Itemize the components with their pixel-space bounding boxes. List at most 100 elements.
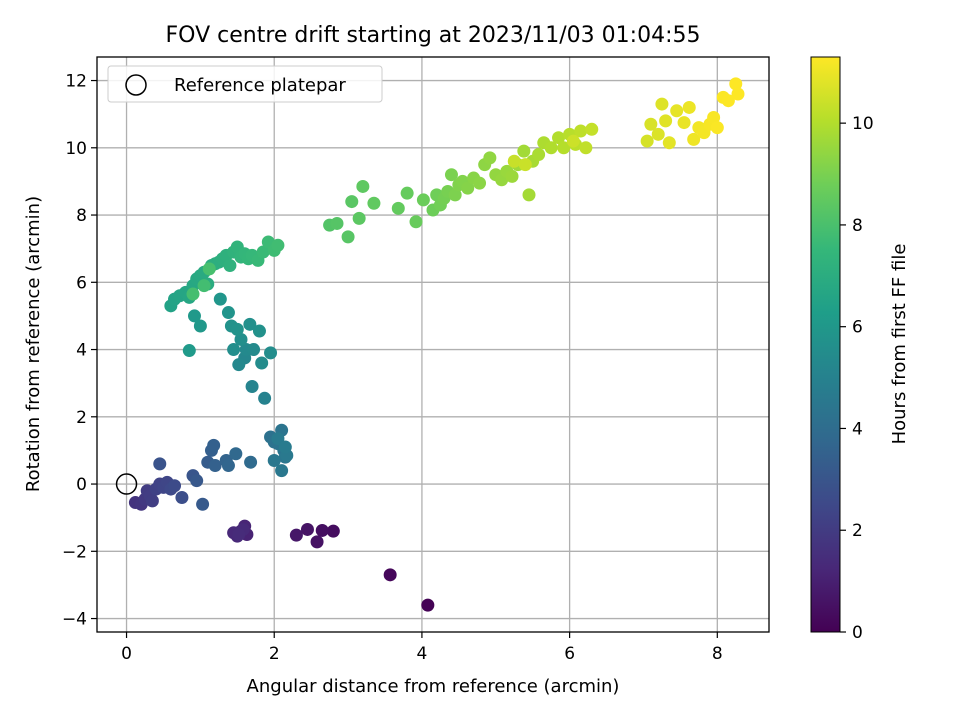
data-point xyxy=(234,332,248,346)
y-tick-label: 2 xyxy=(76,408,87,428)
data-point xyxy=(264,346,278,360)
data-point xyxy=(409,215,423,229)
data-point xyxy=(315,523,329,537)
data-point xyxy=(229,447,243,461)
data-point xyxy=(522,188,536,202)
data-point xyxy=(644,117,658,131)
data-point xyxy=(213,292,227,306)
data-point xyxy=(252,324,266,338)
data-point xyxy=(400,186,414,200)
y-tick-label: −2 xyxy=(62,542,87,562)
data-point xyxy=(182,344,196,358)
data-point xyxy=(391,201,405,215)
data-point xyxy=(662,136,676,150)
data-point xyxy=(670,104,684,118)
data-point xyxy=(483,151,497,165)
legend-label-reference: Reference platepar xyxy=(174,75,346,96)
data-point xyxy=(544,141,558,155)
data-point xyxy=(326,524,340,538)
data-point xyxy=(330,216,344,230)
data-point xyxy=(566,134,580,148)
data-point xyxy=(207,438,221,452)
chart-title: FOV centre drift starting at 2023/11/03 … xyxy=(166,23,701,48)
data-point xyxy=(640,134,654,148)
x-tick-label: 2 xyxy=(269,644,280,664)
data-point xyxy=(532,148,546,162)
colorbar-tick-label: 2 xyxy=(852,521,863,541)
data-point xyxy=(345,195,359,209)
colorbar-tick-label: 6 xyxy=(852,318,863,338)
data-point xyxy=(278,440,292,454)
data-point xyxy=(383,568,397,582)
data-point xyxy=(245,380,259,394)
data-point xyxy=(518,158,532,172)
colorbar-gradient xyxy=(811,57,840,632)
data-point xyxy=(168,479,182,493)
y-axis-ticks: −4 −2 0 2 4 6 8 10 12 xyxy=(62,72,97,630)
data-point xyxy=(230,322,244,336)
data-point xyxy=(256,245,270,259)
y-tick-label: 6 xyxy=(76,273,87,293)
data-point xyxy=(175,490,189,504)
data-point xyxy=(651,127,665,141)
data-point xyxy=(187,309,201,323)
data-point xyxy=(271,238,285,252)
data-point xyxy=(731,87,745,101)
data-point xyxy=(145,494,159,508)
colorbar-tick-label: 4 xyxy=(852,419,863,439)
data-point xyxy=(258,391,272,405)
data-point xyxy=(579,141,593,155)
y-tick-label: 10 xyxy=(65,139,87,159)
data-point xyxy=(682,100,696,114)
y-axis-label: Rotation from reference (arcmin) xyxy=(23,196,44,492)
data-point xyxy=(310,535,324,549)
colorbar-frame xyxy=(810,56,841,633)
data-point xyxy=(221,306,235,320)
y-tick-label: 12 xyxy=(65,72,87,92)
y-tick-label: 4 xyxy=(76,341,87,361)
data-point xyxy=(729,77,743,91)
data-point xyxy=(677,116,691,130)
scatter-points xyxy=(115,77,745,612)
y-tick-label: 8 xyxy=(76,206,87,226)
data-point xyxy=(659,114,673,128)
data-point xyxy=(557,141,571,155)
data-point xyxy=(341,230,355,244)
y-tick-label: −4 xyxy=(62,610,87,630)
data-point xyxy=(244,455,258,469)
data-point xyxy=(461,181,475,195)
data-point xyxy=(367,196,381,210)
data-point xyxy=(289,528,303,542)
data-point xyxy=(223,258,237,272)
data-point xyxy=(232,527,246,541)
legend-box xyxy=(107,65,383,103)
data-point xyxy=(687,132,701,146)
data-point xyxy=(421,598,435,612)
x-tick-label: 0 xyxy=(121,644,132,664)
data-point xyxy=(473,176,487,190)
data-point xyxy=(448,188,462,202)
data-point xyxy=(416,193,430,207)
data-point xyxy=(190,474,204,488)
reference-platepar-marker xyxy=(115,473,138,495)
data-point xyxy=(300,522,314,536)
colorbar-ticks: 0 2 4 6 8 10 xyxy=(840,114,874,643)
data-point xyxy=(552,131,566,145)
data-point xyxy=(585,122,599,136)
data-point xyxy=(196,497,210,511)
data-point xyxy=(243,317,257,331)
x-axis-ticks: 0 2 4 6 8 xyxy=(121,632,723,664)
data-point xyxy=(507,154,521,168)
data-point xyxy=(721,94,735,108)
data-point xyxy=(352,211,366,225)
data-point xyxy=(227,343,241,357)
legend: Reference platepar xyxy=(107,65,383,103)
x-axis-label: Angular distance from reference (arcmin) xyxy=(247,676,620,697)
data-point xyxy=(208,459,222,473)
data-point xyxy=(193,319,207,333)
data-point xyxy=(153,457,167,471)
data-point xyxy=(232,358,246,372)
data-point xyxy=(655,97,669,111)
